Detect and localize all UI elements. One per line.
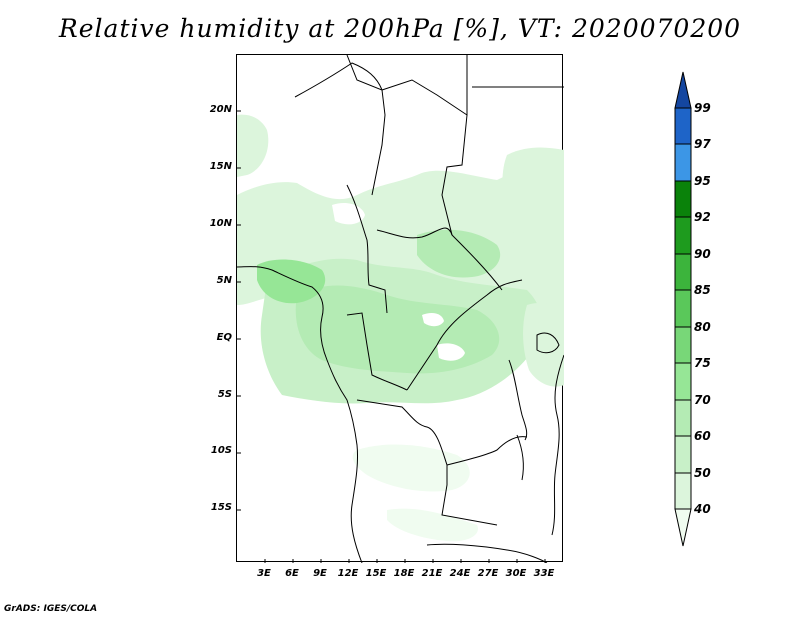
colorbar-seg-90	[674, 253, 692, 291]
humidity-map	[237, 55, 564, 563]
east-highlands-moist	[417, 229, 501, 278]
lat-label-20n: 20N	[209, 104, 232, 115]
grads-credit: GrADS: IGES/COLA	[4, 604, 98, 614]
lat-label-15s: 15S	[210, 502, 232, 513]
colorbar-seg-99	[674, 107, 692, 145]
colorbar-seg-92	[674, 216, 692, 255]
colorbar-label-97: 97	[694, 137, 711, 151]
colorbar-label-92: 92	[694, 210, 711, 224]
colorbar-seg-85	[674, 289, 692, 328]
lat-label-5n: 5N	[216, 275, 232, 286]
colorbar-seg-75	[674, 362, 692, 401]
colorbar	[674, 71, 692, 547]
colorbar-seg-70	[674, 399, 692, 437]
colorbar-seg-97	[674, 143, 692, 182]
lake-victoria	[536, 332, 560, 354]
lat-label-10s: 10S	[210, 445, 232, 456]
sudan-east-border	[441, 114, 468, 236]
colorbar-label-70: 70	[694, 393, 711, 407]
colorbar-label-85: 85	[694, 283, 711, 297]
east-coast	[551, 354, 564, 536]
colorbar-label-75: 75	[694, 356, 711, 370]
colorbar-top-arrow	[674, 71, 692, 109]
niger-chad-border	[346, 55, 386, 196]
lon-label-6e: 6E	[285, 568, 299, 579]
lon-label-12e: 12E	[337, 568, 359, 579]
eastern-coast-patch	[523, 303, 564, 387]
libya-chad-border	[294, 62, 383, 98]
colorbar-label-60: 60	[694, 429, 711, 443]
colorbar-label-99: 99	[694, 101, 711, 115]
map-title: Relative humidity at 200hPa [%], VT: 202…	[58, 14, 742, 43]
axis-ticks	[237, 110, 546, 563]
lon-label-27e: 27E	[477, 568, 499, 579]
humidity-shading	[237, 114, 564, 542]
colorbar-label-50: 50	[694, 466, 711, 480]
west-africa-coast	[237, 266, 363, 563]
cameroon-border	[346, 184, 388, 314]
dry-pocket-3	[422, 313, 444, 327]
lon-label-3e: 3E	[257, 568, 271, 579]
lake-tanganyika	[508, 359, 528, 441]
lat-label-15n: 15N	[209, 161, 232, 172]
colorbar-seg-50	[674, 472, 692, 510]
north-east-patch	[502, 147, 564, 257]
angola-border	[356, 399, 498, 526]
colorbar-bottom-arrow	[674, 508, 692, 547]
lon-label-9e: 9E	[313, 568, 327, 579]
lon-label-30e: 30E	[505, 568, 527, 579]
lake-malawi	[516, 434, 524, 481]
lat-label-5s: 5S	[217, 389, 232, 400]
lat-label-eq: EQ	[216, 332, 232, 343]
colorbar-seg-95	[674, 180, 692, 218]
country-boundaries	[237, 55, 564, 563]
south-east-patch	[387, 508, 478, 542]
colorbar-label-80: 80	[694, 320, 711, 334]
southern-patch	[352, 444, 470, 492]
north-west-patch	[237, 114, 269, 177]
congo-border	[346, 312, 408, 391]
car-border	[376, 227, 503, 291]
chad-sudan-border	[381, 55, 468, 116]
lon-label-33e: 33E	[533, 568, 555, 579]
drc-inner-border	[406, 279, 523, 391]
colorbar-seg-80	[674, 326, 692, 364]
colorbar-label-95: 95	[694, 174, 711, 188]
map-plot-area	[236, 54, 564, 563]
colorbar-seg-60	[674, 435, 692, 474]
colorbar-label-40: 40	[694, 502, 711, 516]
lon-label-18e: 18E	[393, 568, 415, 579]
lon-label-24e: 24E	[449, 568, 471, 579]
dry-pocket-1	[437, 343, 465, 361]
lon-label-21e: 21E	[421, 568, 443, 579]
south-border	[426, 543, 548, 563]
lat-label-10n: 10N	[209, 218, 232, 229]
lon-label-15e: 15E	[365, 568, 387, 579]
colorbar-label-90: 90	[694, 247, 711, 261]
